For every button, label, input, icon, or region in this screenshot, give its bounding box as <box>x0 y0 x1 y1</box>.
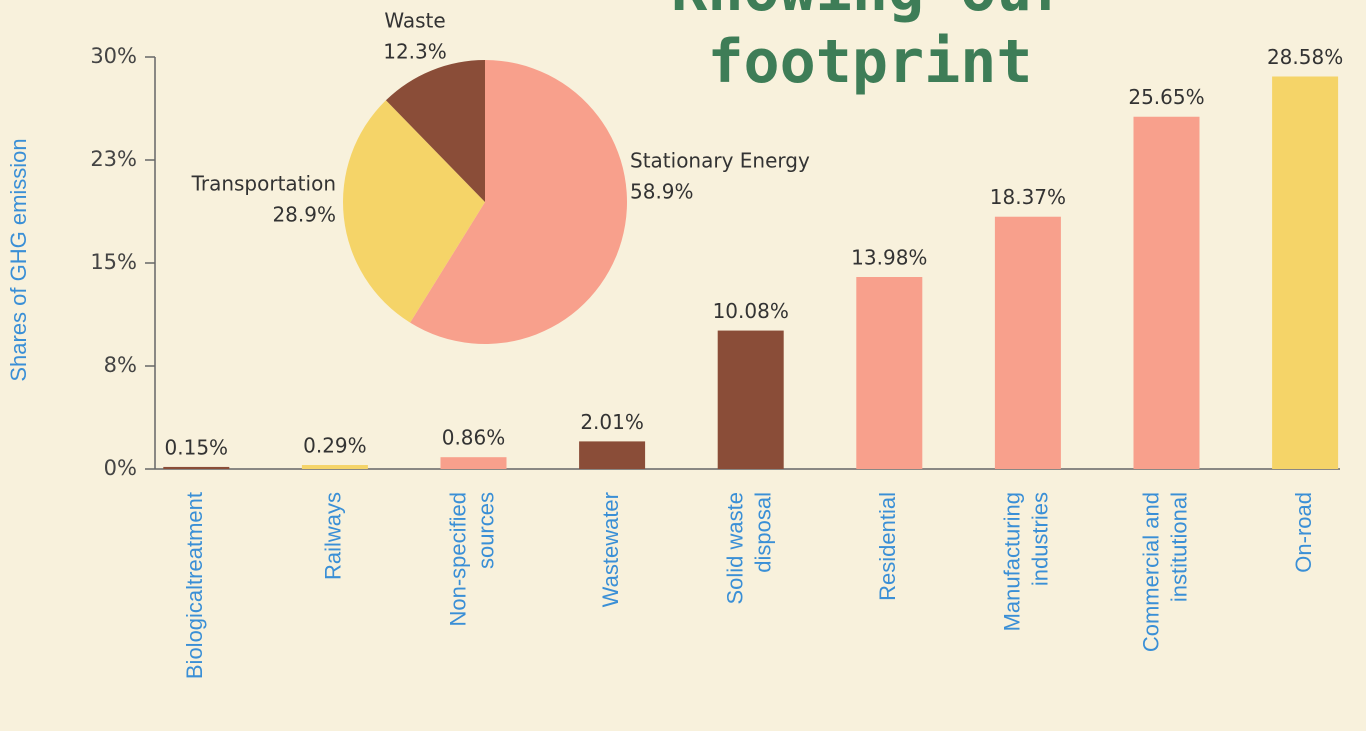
y-tick-label: 0% <box>104 456 137 480</box>
slice-label: Transportation <box>191 172 336 196</box>
chart-title: Knowing our <box>671 0 1068 25</box>
value-label: 28.58% <box>1267 45 1343 69</box>
pie-slice <box>385 60 485 202</box>
x-tick-label: Railways <box>321 492 346 580</box>
value-label: 0.29% <box>303 434 367 458</box>
x-tick-label: Wastewater <box>598 492 623 607</box>
y-tick-label: 8% <box>104 353 137 377</box>
value-label: 10.08% <box>713 299 789 323</box>
slice-value: 28.9% <box>272 203 336 227</box>
y-tick-label: 15% <box>90 250 137 274</box>
x-tick-label: Biologicaltreatment <box>182 492 207 679</box>
value-label: 0.15% <box>165 435 229 459</box>
bar <box>994 216 1061 469</box>
x-tick-label: On-road <box>1291 492 1316 573</box>
x-tick-label: Manufacturing <box>1000 492 1025 631</box>
bar <box>301 465 368 469</box>
x-tick-label: industries <box>1028 492 1053 586</box>
bar <box>163 466 230 469</box>
pie-slice <box>410 60 627 344</box>
value-label: 0.86% <box>442 426 506 450</box>
bar <box>856 277 923 469</box>
slice-value: 58.9% <box>630 180 694 204</box>
slice-value: 12.3% <box>383 40 447 64</box>
bar <box>440 457 507 469</box>
bar <box>1272 76 1339 469</box>
value-label: 13.98% <box>851 246 927 270</box>
y-tick-label: 23% <box>90 147 137 171</box>
value-label: 2.01% <box>580 410 644 434</box>
y-axis-label: Shares of GHG emission <box>6 138 31 381</box>
x-tick-label: institutional <box>1166 492 1191 602</box>
chart-title: footprint <box>707 27 1032 97</box>
bar <box>579 441 646 469</box>
value-label: 25.65% <box>1128 85 1204 109</box>
x-tick-label: sources <box>473 492 498 569</box>
x-tick-label: Non-specified <box>445 492 470 627</box>
slice-label: Waste <box>384 9 445 33</box>
y-tick-label: 30% <box>90 44 137 68</box>
bar <box>1133 116 1200 470</box>
slice-label: Stationary Energy <box>630 149 810 173</box>
pie-slice <box>342 100 485 323</box>
x-tick-label: Solid waste <box>723 492 748 605</box>
x-tick-label: Residential <box>875 492 900 601</box>
value-label: 18.37% <box>990 185 1066 209</box>
x-tick-label: disposal <box>751 492 776 573</box>
x-tick-label: Commercial and <box>1138 492 1163 652</box>
bar <box>717 330 784 469</box>
